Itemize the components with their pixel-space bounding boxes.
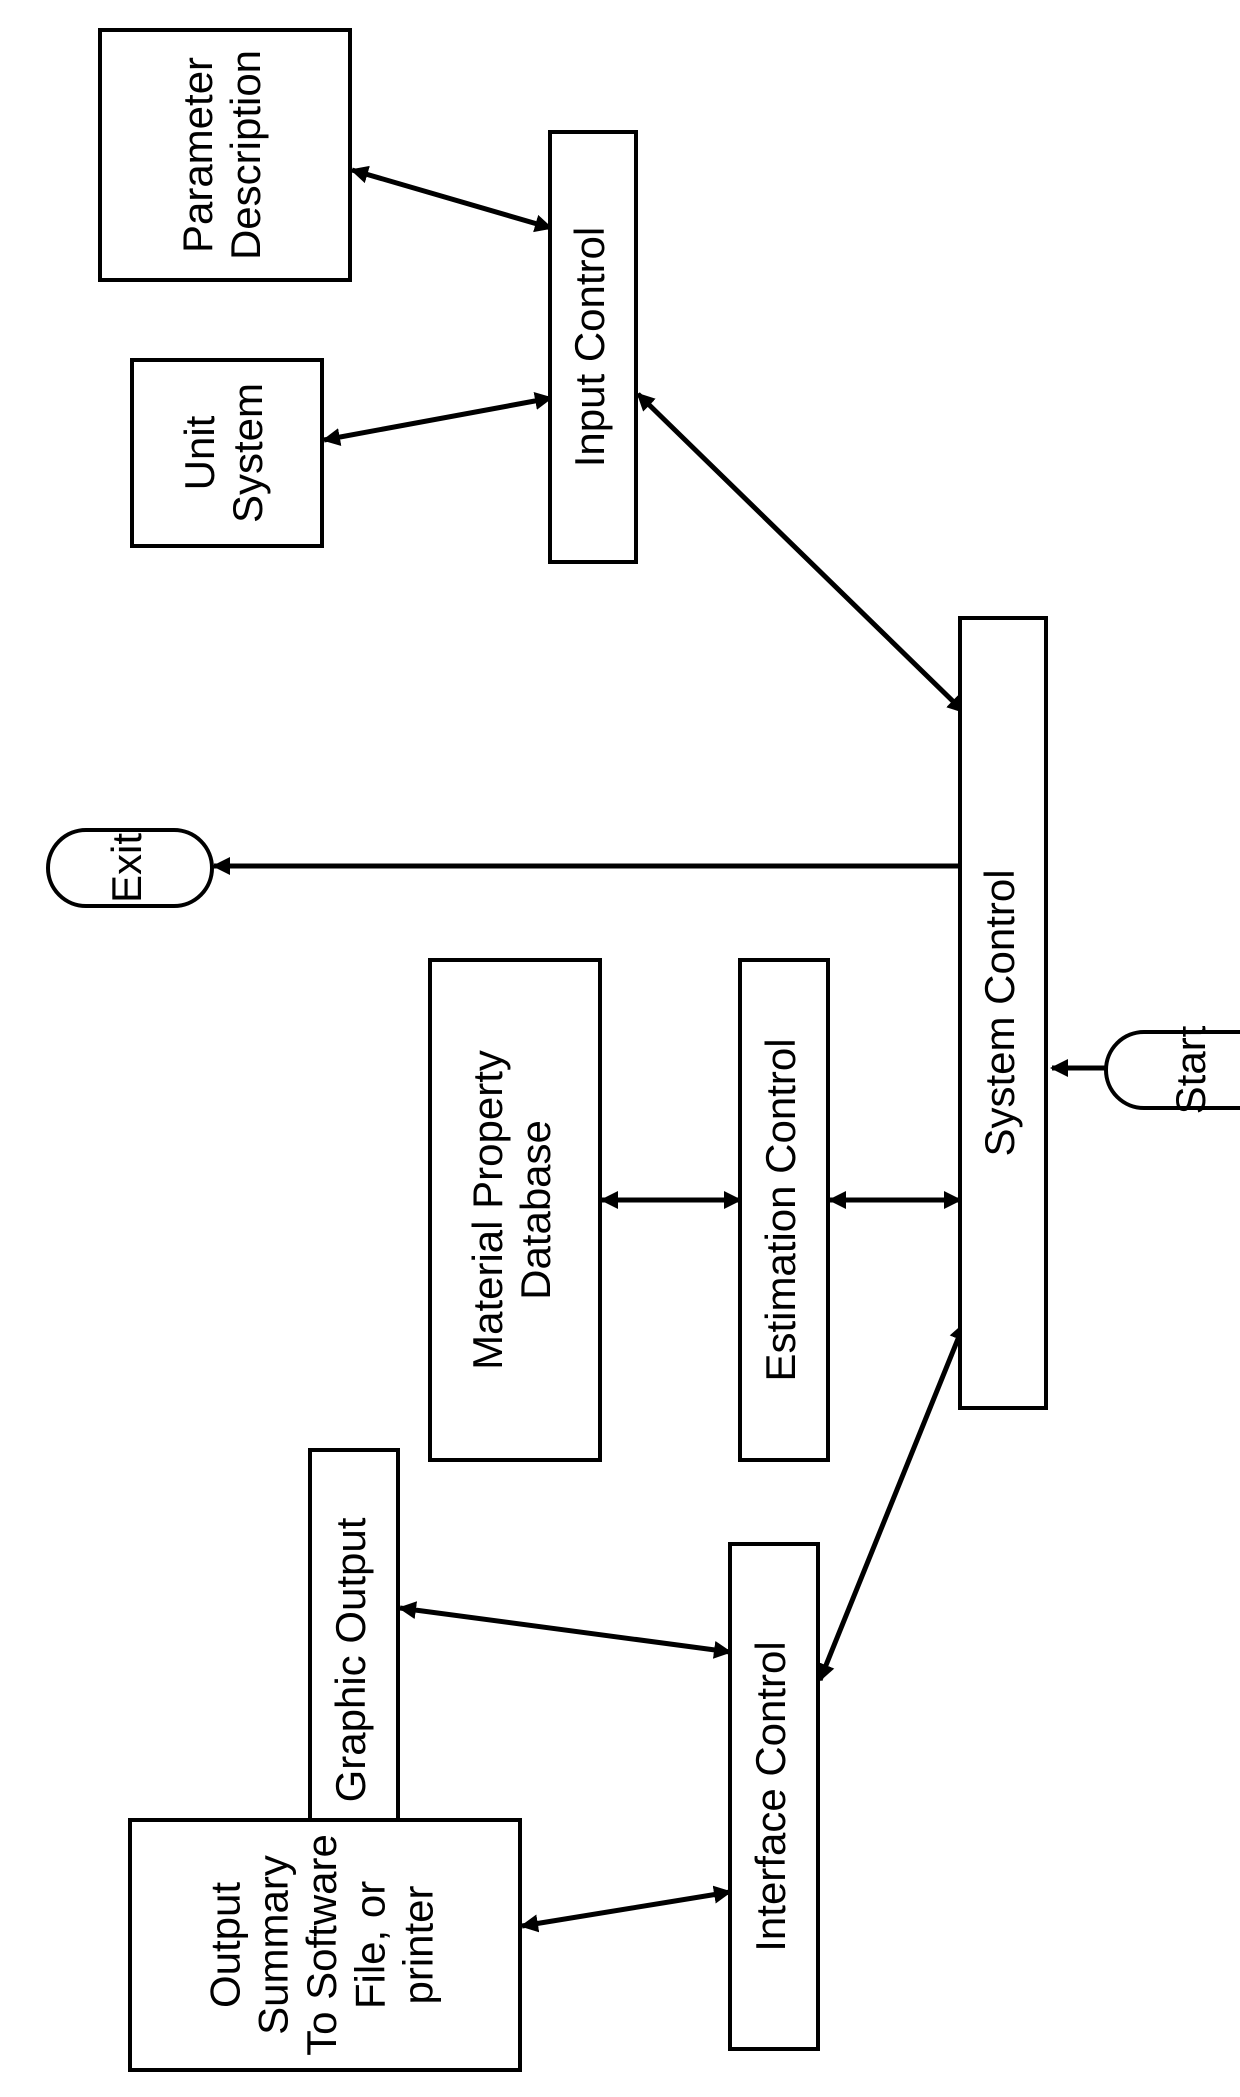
edge-input_control-unit_system — [324, 398, 551, 440]
edge-interface_control-output_summary — [522, 1892, 730, 1926]
node-material_property_database: Material PropertyDatabase — [430, 960, 600, 1460]
node-estimation_control: Estimation Control — [740, 960, 828, 1460]
label-interface_control: Interface Control — [747, 1641, 794, 1952]
node-unit_system: UnitSystem — [132, 360, 322, 546]
edge-input_control-parameter_description — [352, 170, 551, 228]
label-graphic_output: Graphic Output — [327, 1517, 374, 1802]
node-graphic_output: Graphic Output — [310, 1450, 398, 1870]
node-start: Start — [1106, 1025, 1240, 1114]
label-parameter_description: ParameterDescription — [174, 50, 269, 260]
label-input_control: Input Control — [566, 227, 613, 467]
label-start: Start — [1167, 1025, 1214, 1114]
edge-system_control-input_control — [638, 394, 964, 712]
node-interface_control: Interface Control — [730, 1544, 818, 2049]
label-estimation_control: Estimation Control — [757, 1038, 804, 1381]
node-exit: Exit — [48, 830, 212, 906]
edge-interface_control-graphic_output — [400, 1608, 730, 1652]
label-exit: Exit — [103, 833, 150, 903]
node-output_summary: OutputSummaryTo SoftwareFile, orprinter — [130, 1820, 520, 2070]
node-parameter_description: ParameterDescription — [100, 30, 350, 280]
label-system_control: System Control — [976, 869, 1023, 1156]
edge-system_control-interface_control — [820, 1324, 964, 1680]
node-input_control: Input Control — [550, 132, 636, 562]
node-system_control: System Control — [960, 618, 1046, 1408]
